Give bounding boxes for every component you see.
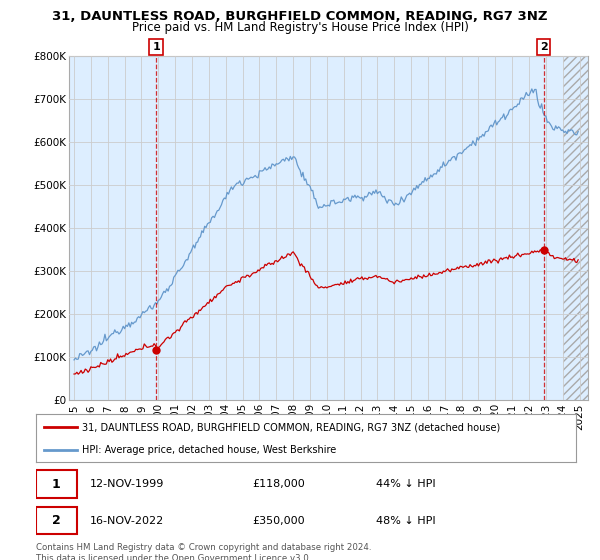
Text: 12-NOV-1999: 12-NOV-1999 — [90, 479, 164, 489]
FancyBboxPatch shape — [36, 470, 77, 498]
Text: 1: 1 — [52, 478, 61, 491]
Text: 1: 1 — [152, 42, 160, 52]
Text: 44% ↓ HPI: 44% ↓ HPI — [376, 479, 436, 489]
Text: Contains HM Land Registry data © Crown copyright and database right 2024.
This d: Contains HM Land Registry data © Crown c… — [36, 543, 371, 560]
Text: £118,000: £118,000 — [252, 479, 305, 489]
Text: 31, DAUNTLESS ROAD, BURGHFIELD COMMON, READING, RG7 3NZ: 31, DAUNTLESS ROAD, BURGHFIELD COMMON, R… — [52, 10, 548, 23]
Text: HPI: Average price, detached house, West Berkshire: HPI: Average price, detached house, West… — [82, 445, 336, 455]
Bar — [563, 56, 596, 400]
Text: 2: 2 — [540, 42, 548, 52]
Text: 16-NOV-2022: 16-NOV-2022 — [90, 516, 164, 525]
FancyBboxPatch shape — [36, 507, 77, 534]
Text: 48% ↓ HPI: 48% ↓ HPI — [376, 516, 436, 525]
Text: 31, DAUNTLESS ROAD, BURGHFIELD COMMON, READING, RG7 3NZ (detached house): 31, DAUNTLESS ROAD, BURGHFIELD COMMON, R… — [82, 422, 500, 432]
Text: 2: 2 — [52, 514, 61, 527]
Text: Price paid vs. HM Land Registry's House Price Index (HPI): Price paid vs. HM Land Registry's House … — [131, 21, 469, 34]
Bar — [563, 56, 596, 400]
Text: £350,000: £350,000 — [252, 516, 305, 525]
